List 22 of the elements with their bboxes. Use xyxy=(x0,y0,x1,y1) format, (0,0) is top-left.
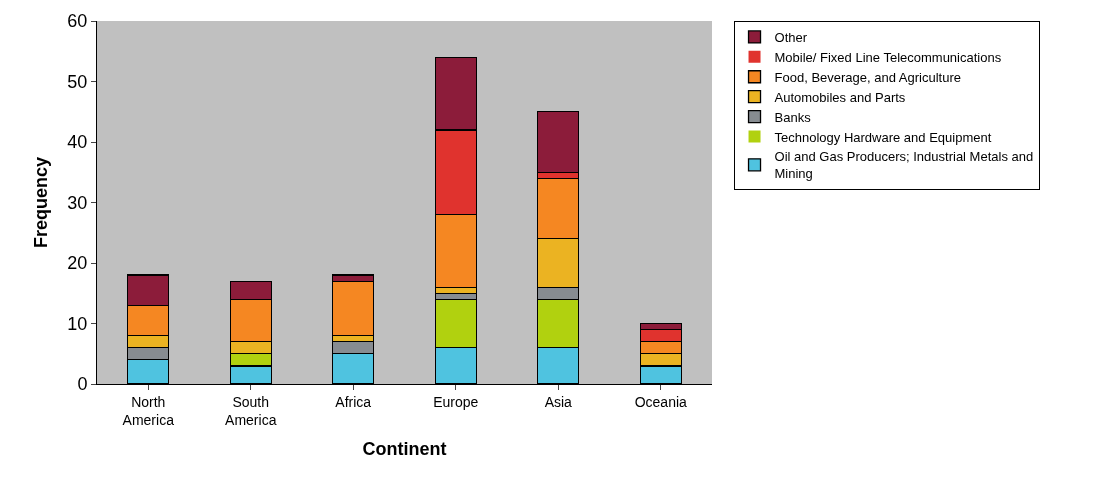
y-tick-label: 30 xyxy=(67,192,88,213)
y-tick-label: 40 xyxy=(67,132,88,153)
y-tick-label: 20 xyxy=(67,253,88,274)
legend-label: Automobiles and Parts xyxy=(774,89,906,105)
legend-label: Other xyxy=(774,30,808,46)
legend-label: Banks xyxy=(774,109,812,125)
legend-label: Oil and Gas Producers; Industrial Metals and Mining xyxy=(774,149,1034,182)
legend-label: Food, Beverage, and Agriculture xyxy=(774,69,961,85)
x-tick-label: Africa xyxy=(335,393,372,410)
x-tick-label: North America xyxy=(122,393,175,428)
x-axis-title: Continent xyxy=(362,439,447,460)
legend-label: Technology Hardware and Equipment xyxy=(774,129,992,145)
x-tick-label: South America xyxy=(225,393,277,428)
y-tick-label: 50 xyxy=(67,71,88,92)
y-axis-title: Frequency xyxy=(30,156,51,249)
legend-label: Mobile/ Fixed Line Telecommunications xyxy=(774,49,1002,65)
x-tick-label: Asia xyxy=(544,393,573,410)
y-tick-label: 0 xyxy=(77,374,88,395)
y-tick-label: 10 xyxy=(67,313,88,334)
x-tick-label: Oceania xyxy=(634,393,688,410)
y-tick-label: 60 xyxy=(67,11,88,32)
x-tick-label: Europe xyxy=(433,393,479,410)
